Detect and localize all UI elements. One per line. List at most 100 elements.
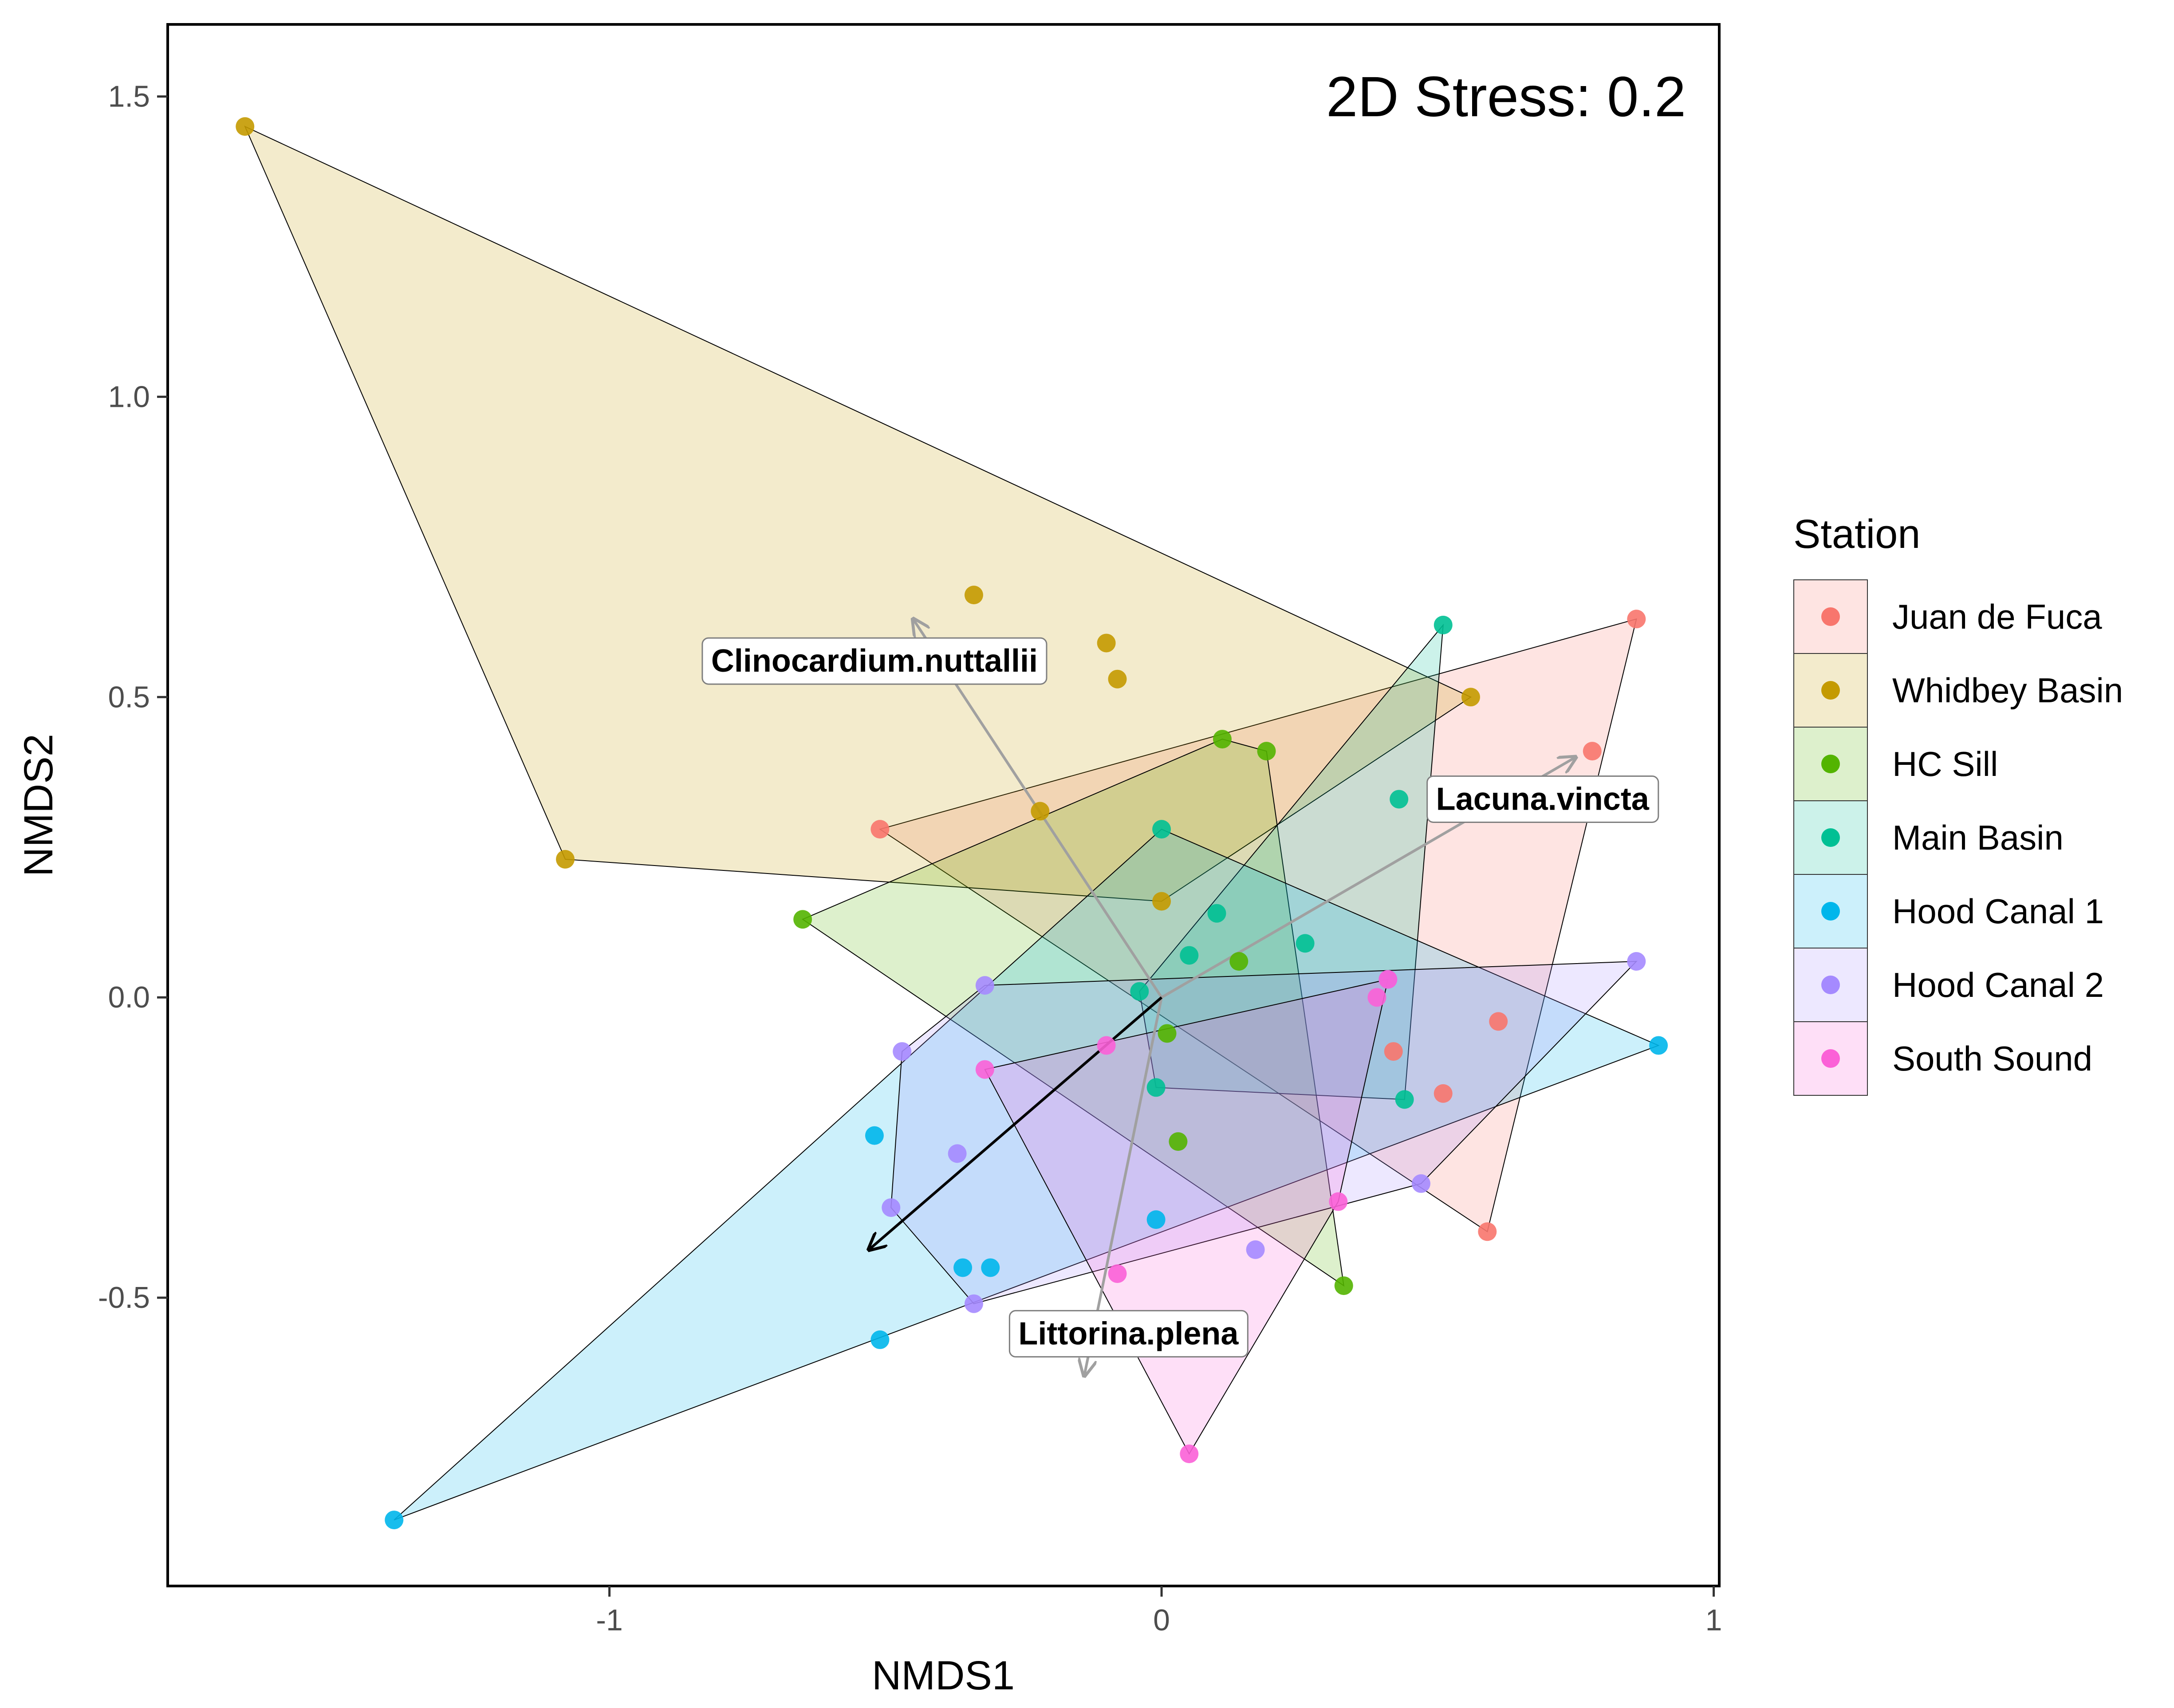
- y-tick-label: -0.5: [98, 1281, 150, 1314]
- point-juan-de-fuca: [1627, 610, 1646, 629]
- vector-label-text: Clinocardium.nuttallii: [711, 643, 1038, 679]
- legend-key-dot: [1821, 902, 1840, 921]
- vector-label-clinocardium-nuttallii: Clinocardium.nuttallii: [701, 637, 1048, 685]
- vector-label-box: [1008, 1310, 1248, 1358]
- point-hc-sill: [1213, 730, 1232, 749]
- point-hc-sill: [1257, 742, 1276, 761]
- x-axis-title: NMDS1: [872, 1653, 1015, 1698]
- point-main-basin: [1395, 1090, 1414, 1109]
- hulls-layer: [244, 126, 1660, 1521]
- point-hood-canal-2: [948, 1144, 967, 1163]
- legend-key-dot: [1821, 755, 1840, 773]
- point-whidbey-basin: [1461, 688, 1480, 707]
- point-hood-canal-2: [1246, 1240, 1265, 1259]
- point-hood-canal-2: [882, 1198, 901, 1217]
- legend-label: Hood Canal 2: [1892, 965, 2104, 1004]
- point-hood-canal-1: [870, 1330, 890, 1349]
- point-hood-canal-1: [1649, 1036, 1668, 1055]
- point-hood-canal-1: [385, 1511, 404, 1530]
- point-juan-de-fuca: [1489, 1012, 1508, 1031]
- point-hood-canal-2: [975, 976, 994, 995]
- vector-label-box: [701, 637, 1048, 685]
- point-main-basin: [1390, 790, 1409, 809]
- point-south-sound: [1108, 1264, 1127, 1283]
- vector-label-text: Littorina.plena: [1018, 1316, 1239, 1351]
- point-juan-de-fuca: [870, 820, 890, 839]
- point-whidbey-basin: [1097, 634, 1116, 653]
- point-south-sound: [1180, 1444, 1199, 1464]
- y-axis: -0.5 0.0 0.5 1.0 1.5: [98, 79, 168, 1314]
- point-hood-canal-2: [893, 1042, 912, 1061]
- point-whidbey-basin: [1108, 669, 1127, 689]
- legend-key-dot: [1821, 976, 1840, 994]
- point-hood-canal-1: [1146, 1210, 1166, 1229]
- point-south-sound: [1367, 988, 1386, 1007]
- point-whidbey-basin: [236, 117, 255, 136]
- point-hc-sill: [1334, 1276, 1353, 1295]
- point-south-sound: [1097, 1036, 1116, 1055]
- point-main-basin: [1152, 820, 1171, 839]
- y-axis-title: NMDS2: [16, 734, 61, 877]
- x-tick-label: -1: [596, 1603, 622, 1637]
- point-hood-canal-2: [1411, 1174, 1430, 1193]
- legend-item-whidbey-basin: Whidbey Basin: [1793, 653, 2123, 728]
- legend-key-dot: [1821, 681, 1840, 700]
- point-south-sound: [1329, 1192, 1348, 1211]
- point-hc-sill: [793, 910, 812, 929]
- y-tick-label: 1.0: [108, 380, 150, 413]
- point-whidbey-basin: [964, 586, 983, 605]
- legend-label: Whidbey Basin: [1892, 671, 2123, 710]
- point-hood-canal-2: [1627, 952, 1646, 971]
- legend-label: Hood Canal 1: [1892, 892, 2104, 931]
- point-main-basin: [1180, 946, 1199, 965]
- point-hood-canal-2: [964, 1294, 983, 1313]
- legend-label: South Sound: [1892, 1039, 2092, 1078]
- point-main-basin: [1146, 1078, 1166, 1097]
- point-juan-de-fuca: [1478, 1222, 1497, 1241]
- y-tick-label: 0.0: [108, 980, 150, 1014]
- y-tick-label: 1.5: [108, 79, 150, 113]
- legend-label: Main Basin: [1892, 818, 2064, 857]
- point-south-sound: [975, 1060, 994, 1079]
- legend-key-dot: [1821, 607, 1840, 626]
- point-main-basin: [1434, 615, 1453, 634]
- vector-label-text: Lacuna.vincta: [1436, 781, 1650, 817]
- legend-item-main-basin: Main Basin: [1793, 800, 2064, 875]
- point-hc-sill: [1229, 952, 1248, 971]
- y-tick-label: 0.5: [108, 680, 150, 714]
- point-main-basin: [1296, 934, 1315, 953]
- vector-label-littorina-plena: Littorina.plena: [1008, 1310, 1248, 1358]
- point-whidbey-basin: [1152, 892, 1171, 911]
- point-main-basin: [1130, 982, 1149, 1001]
- point-juan-de-fuca: [1434, 1084, 1453, 1103]
- legend: Station Juan de Fuca Whidbey Basin HC Sill…: [1793, 512, 2123, 1096]
- legend-item-juan-de-fuca: Juan de Fuca: [1793, 579, 2102, 654]
- point-hood-canal-1: [865, 1126, 884, 1145]
- point-juan-de-fuca: [1583, 742, 1602, 761]
- legend-label: Juan de Fuca: [1892, 597, 2102, 636]
- x-axis: -1 0 1: [596, 1586, 1722, 1637]
- point-south-sound: [1378, 970, 1398, 989]
- point-main-basin: [1207, 904, 1226, 923]
- hull-juan-de-fuca: [879, 618, 1637, 1232]
- point-juan-de-fuca: [1384, 1042, 1403, 1061]
- legend-title: Station: [1793, 512, 1920, 557]
- vector-label-lacuna-vincta: Lacuna.vincta: [1426, 775, 1659, 823]
- points-layer: [236, 117, 1668, 1530]
- stress-annotation: 2D Stress: 0.2: [1326, 65, 1686, 129]
- legend-item-south-sound: South Sound: [1793, 1021, 2092, 1096]
- point-hc-sill: [1158, 1024, 1177, 1043]
- legend-key-dot: [1821, 828, 1840, 847]
- x-tick-label: 0: [1153, 1603, 1170, 1637]
- x-tick-label: 1: [1705, 1603, 1722, 1637]
- hull-hood-canal-1: [394, 828, 1660, 1521]
- legend-item-hc-sill: HC Sill: [1793, 727, 1998, 801]
- point-hood-canal-1: [981, 1258, 1000, 1277]
- point-whidbey-basin: [1031, 802, 1050, 821]
- legend-key-dot: [1821, 1049, 1840, 1068]
- vector-labels-layer: Clinocardium.nuttallii Lacuna.vincta Litto…: [701, 637, 1659, 1358]
- legend-label: HC Sill: [1892, 744, 1998, 783]
- point-whidbey-basin: [556, 850, 575, 869]
- point-hc-sill: [1169, 1132, 1188, 1151]
